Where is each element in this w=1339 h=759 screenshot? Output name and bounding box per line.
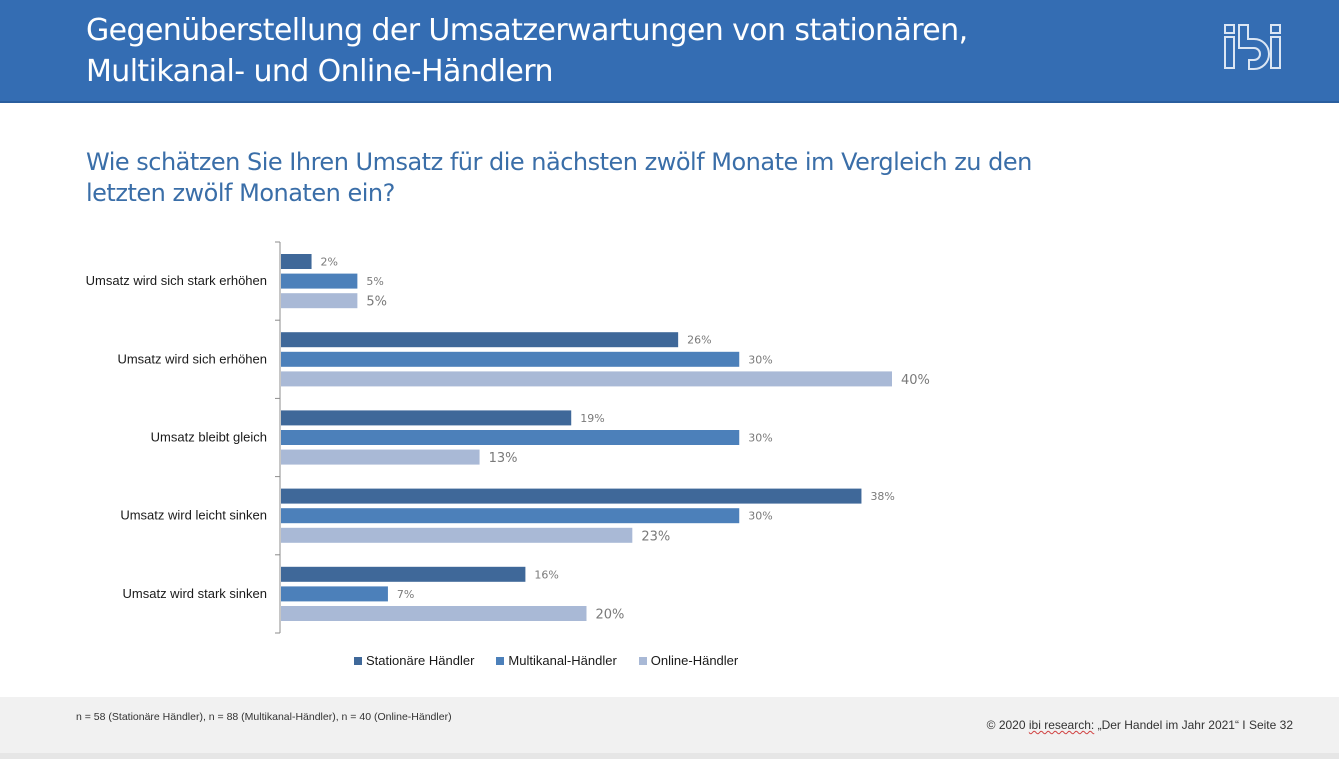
bar-multikanal-h-ndler — [281, 508, 740, 524]
bar-multikanal-h-ndler — [281, 430, 740, 445]
bar-station-re-h-ndler — [281, 566, 526, 582]
category-label: Umsatz bleibt gleich — [151, 430, 267, 445]
data-label: 30% — [748, 432, 772, 445]
chart-question: Wie schätzen Sie Ihren Umsatz für die nä… — [86, 148, 1032, 207]
copyright-text: © 2020 ibi research: „Der Handel im Jahr… — [987, 718, 1293, 732]
data-label: 30% — [748, 353, 772, 366]
bar-multikanal-h-ndler — [281, 273, 358, 289]
bar-online-h-ndler — [281, 371, 892, 387]
legend-item: Multikanal-Händler — [496, 653, 617, 668]
category-label: Umsatz wird leicht sinken — [120, 508, 267, 523]
footer: n = 58 (Stationäre Händler), n = 88 (Mul… — [0, 697, 1339, 753]
data-label: 16% — [534, 568, 558, 581]
chart-legend: Stationäre Händler Multikanal-Händler Onli… — [354, 653, 738, 668]
category-label: Umsatz wird sich erhöhen — [117, 351, 267, 366]
copyright-brand: ibi research: — [1028, 718, 1095, 732]
sample-size-note: n = 58 (Stationäre Händler), n = 88 (Mul… — [76, 711, 452, 723]
bar-station-re-h-ndler — [281, 410, 572, 426]
legend-label: Stationäre Händler — [366, 653, 475, 668]
data-label: 19% — [580, 412, 604, 425]
legend-label: Online-Händler — [650, 653, 739, 668]
bar-multikanal-h-ndler — [281, 586, 388, 602]
category-label: Umsatz wird stark sinken — [123, 586, 267, 601]
data-label: 20% — [596, 608, 625, 623]
data-label: 23% — [641, 529, 670, 544]
copyright-suffix: „Der Handel im Jahr 2021“ I Seite 32 — [1094, 718, 1293, 732]
data-label: 2% — [321, 256, 338, 269]
footer-bottom-strip — [0, 753, 1339, 759]
bar-online-h-ndler — [281, 606, 587, 621]
bar-station-re-h-ndler — [281, 254, 312, 269]
bar-station-re-h-ndler — [281, 332, 679, 348]
bar-chart: Umsatz wird sich stark erhöhen 2% 5% 5% Umsa… — [86, 241, 930, 634]
category-label: Umsatz wird sich stark erhöhen — [86, 273, 267, 288]
data-label: 40% — [901, 373, 930, 388]
bar-multikanal-h-ndler — [281, 351, 740, 367]
legend-label: Multikanal-Händler — [508, 653, 617, 668]
ibi-logo-icon — [1224, 24, 1281, 70]
bar-online-h-ndler — [281, 293, 358, 309]
bar-online-h-ndler — [281, 449, 480, 465]
data-label: 30% — [748, 510, 772, 523]
legend-item: Online-Händler — [638, 653, 739, 668]
data-label: 26% — [687, 334, 711, 347]
legend-item: Stationäre Händler — [354, 653, 474, 668]
bar-online-h-ndler — [281, 527, 633, 543]
slide-title: Gegenüberstellung der Umsatzerwartungen … — [86, 13, 968, 89]
data-label: 7% — [397, 588, 414, 601]
legend-swatch-icon — [354, 656, 362, 665]
data-label: 38% — [870, 490, 894, 503]
data-label: 5% — [366, 295, 387, 310]
data-label: 5% — [366, 275, 383, 288]
legend-swatch-icon — [496, 656, 505, 665]
data-label: 13% — [489, 451, 518, 466]
header-bar: Gegenüberstellung der Umsatzerwartungen … — [0, 0, 1339, 103]
legend-swatch-icon — [638, 656, 647, 665]
bar-station-re-h-ndler — [281, 488, 862, 504]
copyright-prefix: © 2020 — [986, 718, 1029, 732]
